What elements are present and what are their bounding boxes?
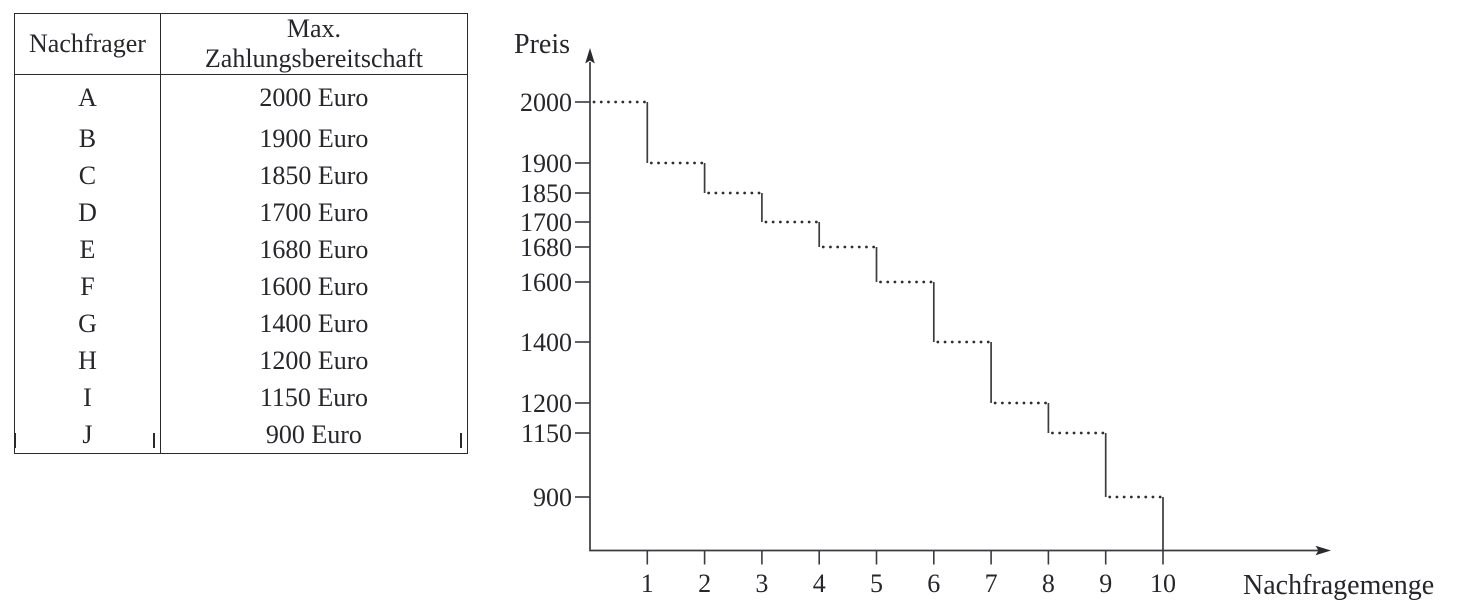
willingness-cell: 1700 Euro: [259, 197, 369, 227]
willingness-cell: 1150 Euro: [259, 382, 368, 412]
willingness-cell: 900 Euro: [265, 419, 362, 449]
table-row: A 2000 Euro: [14, 74, 468, 120]
x-tick-label: 10: [1150, 569, 1176, 598]
y-axis-arrow-icon: [585, 48, 595, 64]
col-header-zahlungsbereitschaft: Max. Zahlungsbereitschaft: [160, 13, 468, 75]
demander-cell: J: [14, 416, 161, 454]
table-border-stub-divider: [153, 433, 155, 448]
willingness-cell: 1850 Euro: [259, 160, 369, 190]
y-tick-label: 900: [533, 483, 572, 512]
y-tick-label: 1400: [520, 328, 572, 357]
willingness-cell: 1600 Euro: [259, 271, 369, 301]
demander-cell: G: [14, 305, 161, 342]
demander-cell: F: [14, 268, 161, 305]
x-tick-label: 4: [813, 569, 826, 598]
y-tick-label: 1850: [520, 179, 572, 208]
willingness-cell: 1400 Euro: [259, 308, 369, 338]
y-tick-label: 1700: [520, 208, 572, 237]
willingness-cell: 2000 Euro: [259, 82, 369, 112]
y-axis-title: Preis: [514, 29, 570, 60]
y-tick-label: 1680: [520, 233, 572, 262]
table-row: C 1850 Euro: [14, 157, 468, 194]
y-tick-label: 2000: [520, 88, 572, 117]
demander-cell: H: [14, 342, 161, 379]
demander-cell: A: [14, 74, 161, 120]
willingness-cell: 1900 Euro: [259, 123, 369, 153]
y-tick-label: 1150: [521, 419, 572, 448]
col-header-nachfrager: Nachfrager: [14, 13, 161, 75]
table-row: G 1400 Euro: [14, 305, 468, 342]
demander-cell: D: [14, 194, 161, 231]
x-axis-title: Nachfragemenge: [1243, 570, 1434, 601]
table-row: J 900 Euro: [14, 416, 468, 454]
willingness-table: Nachfrager Max. Zahlungsbereitschaft A 20…: [14, 13, 468, 454]
x-tick-label: 3: [755, 569, 768, 598]
demander-cell: B: [14, 120, 161, 157]
demander-cell: C: [14, 157, 161, 194]
table-header-row: Nachfrager Max. Zahlungsbereitschaft: [14, 13, 468, 75]
willingness-cell: 1680 Euro: [259, 234, 369, 264]
willingness-cell: 1200 Euro: [259, 345, 369, 375]
x-axis-arrow-icon: [1315, 545, 1331, 556]
demander-cell: I: [14, 379, 161, 416]
x-tick-label: 8: [1042, 569, 1055, 598]
table-row: D 1700 Euro: [14, 194, 468, 231]
table-border-stub-left: [14, 433, 16, 448]
table-row: E 1680 Euro: [14, 231, 468, 268]
y-tick-label: 1900: [520, 149, 572, 178]
x-tick-label: 9: [1099, 569, 1112, 598]
table-border-stub-right: [460, 433, 462, 448]
table-row: I 1150 Euro: [14, 379, 468, 416]
demander-cell: E: [14, 231, 161, 268]
y-tick-label: 1200: [520, 389, 572, 418]
x-tick-label: 2: [698, 569, 711, 598]
x-tick-label: 6: [927, 569, 940, 598]
table-row: H 1200 Euro: [14, 342, 468, 379]
x-tick-label: 1: [641, 569, 654, 598]
x-tick-label: 5: [870, 569, 883, 598]
table-row: B 1900 Euro: [14, 120, 468, 157]
x-tick-label: 7: [985, 569, 998, 598]
table-row: F 1600 Euro: [14, 268, 468, 305]
y-tick-label: 1600: [520, 268, 572, 297]
